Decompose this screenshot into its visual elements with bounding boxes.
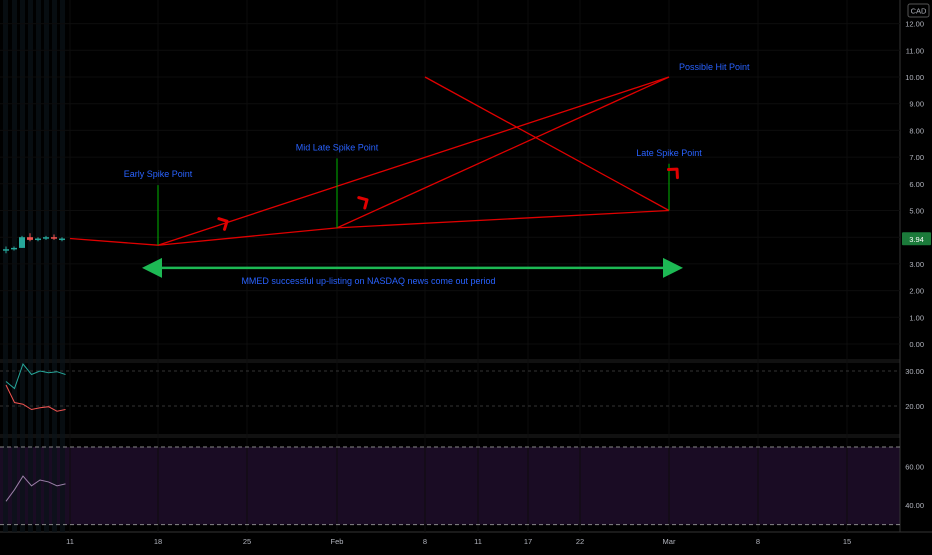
indicator-series-0 <box>5 362 66 390</box>
x-tick-3: Feb <box>331 537 344 546</box>
candle-body-5 <box>43 237 49 239</box>
trend-arrow-head-0 <box>217 217 229 231</box>
x-tick-10: 15 <box>843 537 851 546</box>
left-stripe-6 <box>52 0 57 532</box>
rsi-series-0 <box>5 475 66 502</box>
x-tick-4: 8 <box>423 537 427 546</box>
candle-body-0 <box>3 249 9 251</box>
trend-lines <box>69 76 670 246</box>
time-axis[interactable]: 11 18 25 Feb 8 11 17 22 Mar 8 15 <box>66 537 851 546</box>
trend-arrow-head-2 <box>667 167 679 180</box>
x-tick-1: 18 <box>154 537 162 546</box>
grid-layer <box>0 0 900 532</box>
y-tick-7: 5.00 <box>909 207 924 216</box>
ind-y-tick-1: 20.00 <box>905 402 924 411</box>
left-stripe-1 <box>12 0 17 532</box>
y-tick-10: 2.00 <box>909 287 924 296</box>
price-badge: 3.94 <box>902 232 931 246</box>
y-tick-9: 3.00 <box>909 260 924 269</box>
candle-body-7 <box>59 238 65 241</box>
trend-arrows <box>217 167 679 231</box>
candle-body-4 <box>35 238 41 241</box>
left-stripe-7 <box>60 0 65 532</box>
x-tick-6: 17 <box>524 537 532 546</box>
label-early-spike: Early Spike Point <box>124 169 193 179</box>
y-tick-11: 1.00 <box>909 313 924 322</box>
pane-gap-1 <box>0 359 900 363</box>
currency-badge[interactable]: CAD <box>907 3 930 18</box>
y-tick-0: 12.00 <box>905 20 924 29</box>
y-tick-4: 8.00 <box>909 126 924 135</box>
label-late-spike: Late Spike Point <box>636 148 702 158</box>
trend-arrow-0 <box>217 217 229 231</box>
rsi-panel <box>5 475 66 502</box>
indicator-series-1 <box>5 384 66 412</box>
label-period: MMED successful up-listing on NASDAQ new… <box>241 276 495 286</box>
trend-arrow-1 <box>357 196 369 210</box>
y-tick-5: 7.00 <box>909 153 924 162</box>
label-possible-hit: Possible Hit Point <box>679 62 750 72</box>
y-tick-12: 0.00 <box>909 340 924 349</box>
trend-line-5 <box>424 76 670 212</box>
price-axis[interactable]: 12.0011.0010.009.008.007.006.005.004.003… <box>905 20 924 511</box>
trend-line-0 <box>69 237 159 246</box>
rsi-band <box>0 447 900 525</box>
x-tick-0: 11 <box>66 537 74 546</box>
left-stripe-4 <box>36 0 41 532</box>
x-tick-2: 25 <box>243 537 251 546</box>
spike-markers <box>157 158 670 246</box>
x-tick-7: 22 <box>576 537 584 546</box>
trend-line-2 <box>336 209 670 229</box>
trend-arrow-2 <box>667 167 679 180</box>
left-stripe-3 <box>28 0 33 532</box>
trend-arrow-head-1 <box>357 196 369 210</box>
pane-gap-2 <box>0 434 900 438</box>
x-tick-9: 8 <box>756 537 760 546</box>
candle-body-1 <box>11 247 17 250</box>
candle-body-3 <box>27 237 33 240</box>
left-stripe-2 <box>20 0 25 532</box>
trend-line-3 <box>157 76 670 246</box>
candle-body-2 <box>19 237 25 248</box>
candle-body-6 <box>51 237 57 239</box>
left-stripe-0 <box>3 0 8 532</box>
currency-badge-label: CAD <box>911 7 927 16</box>
y-tick-6: 6.00 <box>909 180 924 189</box>
label-mid-late-spike: Mid Late Spike Point <box>296 142 379 152</box>
rsi-y-tick-1: 40.00 <box>905 501 924 510</box>
trend-line-1 <box>157 227 338 246</box>
left-stripe-5 <box>44 0 49 532</box>
y-tick-1: 11.00 <box>906 46 924 55</box>
trend-line-4 <box>336 76 670 229</box>
rsi-y-tick-0: 60.00 <box>905 462 924 471</box>
y-tick-3: 9.00 <box>909 100 924 109</box>
price-badge-label: 3.94 <box>909 235 924 244</box>
candles-layer <box>3 233 65 254</box>
x-tick-5: 11 <box>474 537 482 546</box>
ind-y-tick-0: 30.00 <box>905 367 924 376</box>
y-tick-2: 10.00 <box>905 73 924 82</box>
x-tick-8: Mar <box>663 537 676 546</box>
indicator-panel <box>5 362 66 412</box>
